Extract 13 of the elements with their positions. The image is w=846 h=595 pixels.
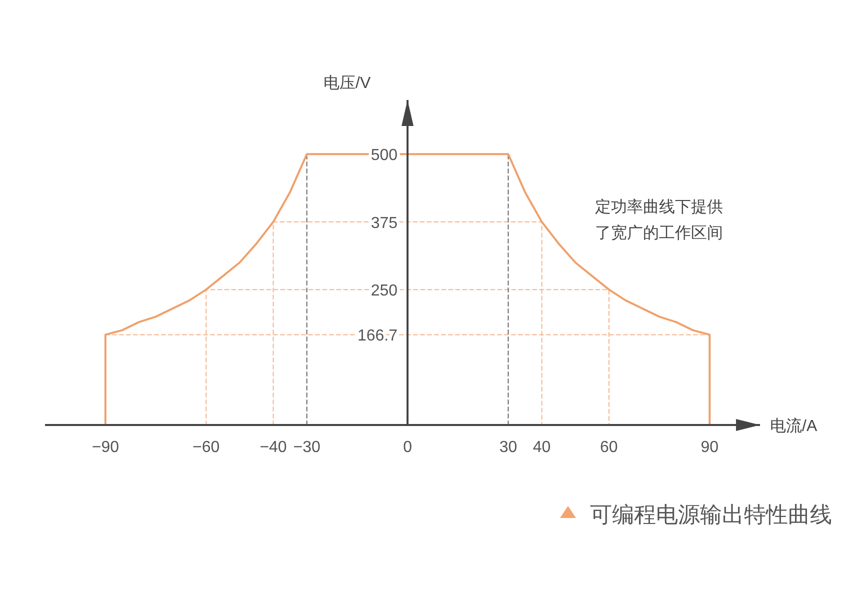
- x-axis-title: 电流/A: [770, 417, 818, 435]
- x-tick-label: −90: [92, 439, 120, 456]
- x-tick-label: 60: [600, 439, 618, 456]
- text: 可编程电源输出特性曲线: [590, 502, 832, 527]
- x-tick-label: 30: [499, 439, 518, 456]
- x-tick-label: 90: [700, 439, 719, 456]
- annotation: 定功率曲线下提供了宽广的工作区间: [595, 198, 724, 244]
- y-axis-title: 电压/V: [324, 74, 371, 92]
- x-tick-label: −30: [293, 439, 321, 456]
- x-tick-label: −40: [260, 439, 287, 456]
- x-tick-label: 0: [403, 439, 412, 456]
- x-tick-label: −60: [192, 439, 220, 456]
- x-tick-label: 40: [532, 439, 551, 456]
